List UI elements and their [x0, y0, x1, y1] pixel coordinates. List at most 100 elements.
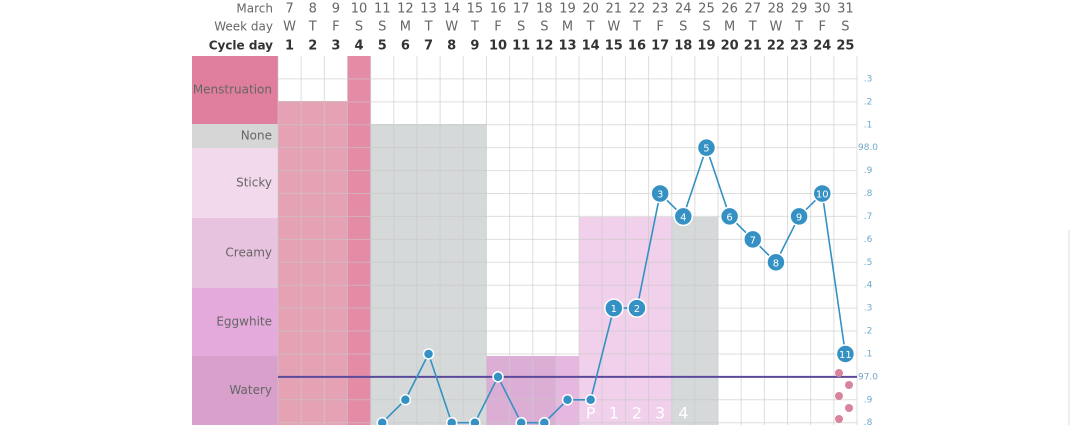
weekday-label: M — [400, 20, 411, 35]
header-label: March — [236, 2, 273, 16]
row-band — [192, 148, 278, 218]
date-label: 20 — [582, 2, 599, 17]
temperature-point — [399, 394, 412, 406]
y-tick-label: .1 — [864, 349, 873, 359]
point-label: 9 — [796, 212, 802, 223]
date-label: 23 — [652, 2, 669, 17]
temperature-point — [445, 416, 458, 425]
header-label: Cycle day — [209, 39, 273, 53]
date-label: 12 — [397, 2, 414, 17]
cycle-day-label: 2 — [308, 39, 317, 54]
menstruation-bar — [324, 101, 348, 425]
temperature-point — [766, 252, 786, 273]
date-label: 16 — [490, 2, 507, 17]
weekday-label: T — [470, 20, 479, 35]
fluid-bar — [555, 356, 580, 425]
fluid-bar — [625, 217, 649, 425]
temperature-point — [627, 298, 647, 318]
date-label: 13 — [420, 2, 437, 17]
y-tick-label: .2 — [864, 97, 873, 107]
weekday-label: T — [632, 20, 641, 35]
temperature-point — [812, 183, 833, 204]
date-label: 26 — [721, 2, 738, 17]
date-label: 22 — [629, 2, 646, 17]
point-label: 7 — [750, 235, 756, 246]
cycle-day-label: 4 — [355, 39, 364, 54]
weekday-label: W — [607, 20, 620, 35]
cycle-day-label: 6 — [401, 39, 410, 54]
cycle-day-label: 18 — [674, 39, 692, 54]
cycle-day-label: 15 — [605, 39, 623, 54]
weekday-label: T — [586, 20, 595, 35]
scroll-edge — [1068, 230, 1070, 425]
weekday-label: W — [283, 20, 296, 35]
weekday-label: S — [378, 20, 386, 35]
spot-dot — [835, 392, 843, 400]
y-tick-label: 98.0 — [858, 143, 878, 153]
peak-label: 1 — [609, 404, 619, 423]
peak-label: P — [586, 404, 596, 423]
cycle-day-label: 19 — [697, 39, 715, 54]
weekday-label: W — [445, 20, 458, 35]
cycle-day-label: 16 — [628, 39, 646, 54]
menstruation-bar — [278, 101, 302, 425]
fluid-bar — [440, 124, 464, 425]
weekday-label: T — [424, 20, 433, 35]
peak-label: 4 — [678, 404, 688, 423]
point-label: 2 — [634, 304, 640, 315]
temperature-point — [673, 206, 694, 227]
fluid-bar — [694, 217, 719, 425]
row-band — [192, 124, 278, 148]
temperature-point — [469, 416, 481, 425]
y-tick-label: .2 — [864, 327, 873, 337]
y-tick-label: .9 — [864, 166, 873, 176]
fluid-bar — [602, 217, 626, 425]
row-label: Creamy — [225, 246, 272, 260]
cycle-day-label: 14 — [582, 39, 600, 54]
temperature-point — [650, 183, 670, 204]
date-label: 10 — [351, 2, 368, 17]
y-tick-label: .5 — [864, 258, 873, 268]
fluid-bar — [509, 356, 533, 425]
y-tick-label: 97.0 — [858, 372, 878, 382]
y-tick-label: .4 — [864, 281, 873, 291]
weekday-label: F — [656, 20, 663, 35]
spotting-markers — [835, 369, 853, 423]
weekday-label: M — [724, 20, 735, 35]
date-label: 17 — [513, 2, 530, 17]
row-band — [192, 218, 278, 288]
cycle-day-label: 21 — [744, 39, 762, 54]
fluid-bar — [463, 124, 487, 425]
cycle-day-label: 22 — [767, 39, 785, 54]
cycle-day-label: 11 — [512, 39, 530, 54]
point-label: 11 — [839, 350, 852, 361]
cycle-day-label: 25 — [836, 39, 854, 54]
weekday-label: T — [794, 20, 803, 35]
fluid-bar — [648, 217, 672, 425]
peak-label: 3 — [655, 404, 665, 423]
menstruation-bar — [301, 101, 325, 425]
cycle-day-label: 13 — [558, 39, 576, 54]
y-tick-label: .7 — [864, 212, 873, 222]
spot-dot — [835, 415, 843, 423]
temperature-point — [789, 206, 809, 227]
point-label: 8 — [773, 258, 779, 269]
row-label: Menstruation — [193, 83, 272, 97]
row-label: Eggwhite — [216, 315, 272, 329]
date-label: 21 — [606, 2, 623, 17]
date-label: 28 — [768, 2, 785, 17]
spot-dot — [835, 369, 843, 377]
row-band — [192, 356, 278, 425]
temperature-point — [538, 416, 551, 425]
point-label: 10 — [816, 190, 829, 201]
cycle-day-label: 5 — [378, 39, 387, 54]
spot-dot — [845, 404, 853, 412]
date-label: 29 — [791, 2, 808, 17]
date-label: 27 — [745, 2, 762, 17]
point-label: 6 — [726, 212, 732, 223]
cycle-day-label: 10 — [489, 39, 507, 54]
temperature-point — [743, 229, 763, 250]
temperature-point — [515, 416, 527, 425]
